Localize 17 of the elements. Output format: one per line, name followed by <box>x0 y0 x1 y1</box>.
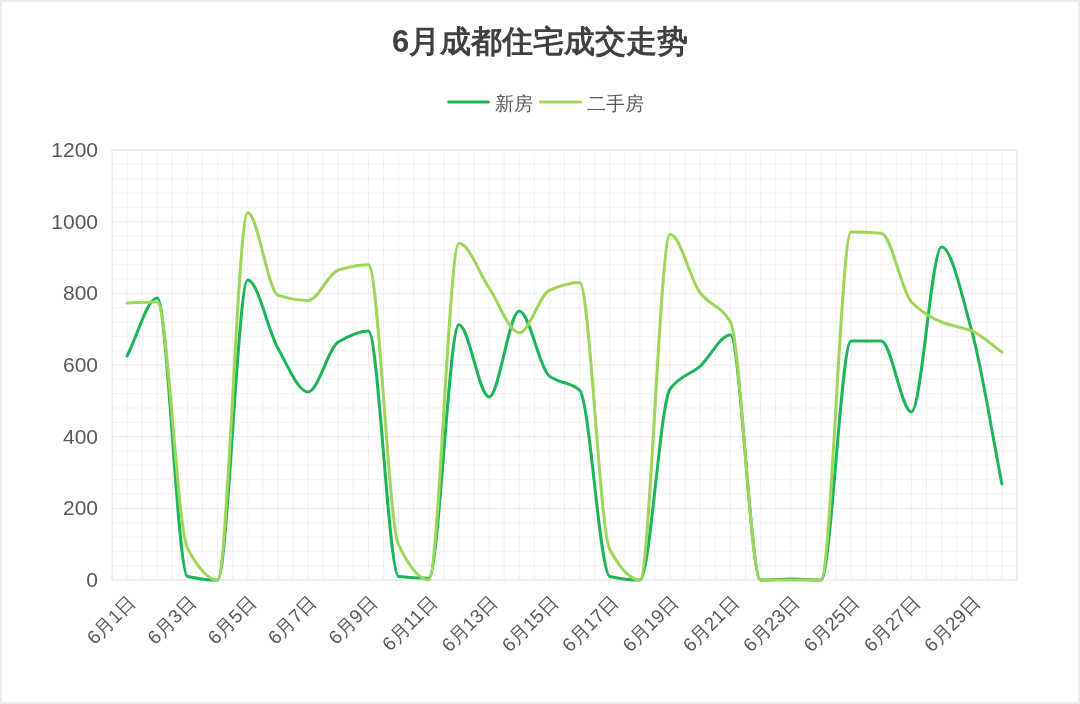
y-tick-label: 600 <box>62 353 98 376</box>
x-tick-label: 6月9日 <box>324 591 381 649</box>
y-tick-label: 0 <box>86 568 98 591</box>
chart-title: 6月成都住宅成交走势 <box>391 24 689 59</box>
y-tick-label: 1000 <box>51 209 98 233</box>
x-tick-label: 6月1日 <box>82 591 140 649</box>
legend-label: 新房 <box>494 93 533 114</box>
x-tick-label: 6月3日 <box>143 591 200 649</box>
x-tick-label: 6月5日 <box>203 591 261 649</box>
legend-item: 新房 <box>447 93 533 114</box>
legend-item: 二手房 <box>539 93 644 114</box>
y-tick-label: 800 <box>62 281 98 305</box>
legend-label: 二手房 <box>586 93 644 114</box>
y-tick-label: 400 <box>62 424 98 448</box>
y-tick-label: 1200 <box>51 138 98 161</box>
y-tick-label: 200 <box>62 496 98 520</box>
x-tick-label: 6月7日 <box>263 591 321 649</box>
